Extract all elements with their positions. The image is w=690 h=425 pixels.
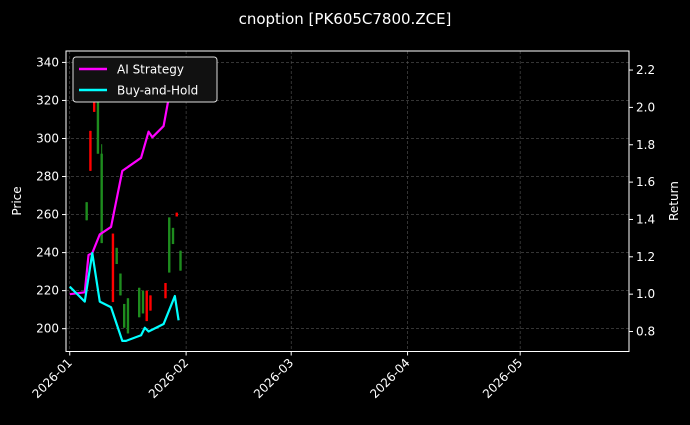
candle-body: [179, 250, 182, 271]
candle-body: [119, 273, 122, 296]
candle-body: [171, 227, 175, 245]
y-left-tick-label: 300: [36, 131, 59, 145]
y-left-tick-label: 320: [36, 93, 59, 107]
y-left-tick-label: 260: [36, 208, 59, 222]
candle-body: [115, 247, 118, 265]
y-left-tick-label: 340: [36, 55, 59, 69]
candle-body: [138, 287, 141, 318]
candle-body: [92, 100, 96, 112]
y-right-tick-label: 1.6: [636, 175, 655, 189]
candle-body: [123, 303, 126, 328]
y-left-tick-label: 220: [36, 284, 59, 298]
candle-body: [100, 153, 103, 244]
candle-body: [164, 283, 167, 299]
x-tick-label: 2026-04: [367, 356, 412, 401]
y-axis-right-label: Return: [667, 181, 681, 221]
y-right-tick-label: 0.8: [636, 325, 655, 339]
candle-body: [85, 202, 88, 221]
candle-body: [96, 90, 100, 154]
legend-label-ai-strategy: AI Strategy: [117, 63, 184, 77]
candle-body: [145, 290, 148, 322]
y-axis-left-label: Price: [10, 186, 24, 215]
y-axis-right: 0.8 1.0 1.2 1.4 1.6 1.8 2.0 2.2: [629, 63, 655, 339]
candles: [85, 63, 182, 334]
y-axis-left: 200 220 240 260 280 300 320 340: [36, 55, 66, 336]
series-line-ai-strategy: [69, 65, 180, 296]
y-right-tick-label: 1.8: [636, 138, 655, 152]
candle-body: [175, 212, 178, 217]
x-tick-label: 2026-02: [146, 356, 191, 401]
y-right-tick-label: 1.4: [636, 212, 655, 226]
candle-body: [126, 298, 130, 334]
y-left-tick-label: 200: [36, 322, 59, 336]
x-axis: 2026-01 2026-02 2026-03 2026-04 2026-05: [30, 351, 525, 401]
y-right-tick-label: 1.2: [636, 250, 655, 264]
x-tick-label: 2026-03: [251, 356, 296, 401]
y-left-tick-label: 280: [36, 170, 59, 184]
candle-body: [111, 233, 115, 303]
legend: AI Strategy Buy-and-Hold: [72, 56, 218, 103]
y-right-tick-label: 2.0: [636, 100, 655, 114]
legend-box: [72, 56, 218, 103]
chart-title: cnoption [PK605C7800.ZCE]: [239, 10, 452, 28]
candle-body: [141, 290, 145, 314]
candle-body: [149, 295, 152, 311]
lines: [68, 65, 180, 342]
candle-body: [89, 130, 92, 171]
x-tick-label: 2026-05: [480, 356, 525, 401]
y-right-tick-label: 1.0: [636, 287, 655, 301]
series-line-buy-and-hold: [68, 251, 180, 342]
legend-label-buy-and-hold: Buy-and-Hold: [117, 84, 198, 98]
y-right-tick-label: 2.2: [636, 63, 655, 77]
plot-frame: [65, 50, 630, 352]
candle-body: [168, 217, 171, 273]
y-left-tick-label: 240: [36, 246, 59, 260]
x-tick-label: 2026-01: [30, 356, 75, 401]
